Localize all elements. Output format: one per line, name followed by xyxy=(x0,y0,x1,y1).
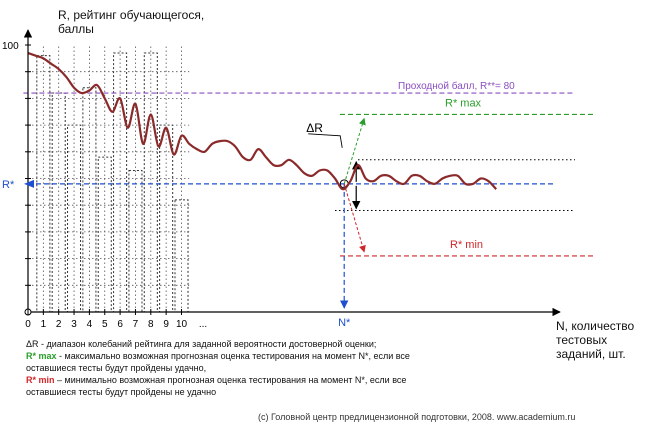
copyright: (c) Головной центр предлицензионной подг… xyxy=(258,412,576,422)
axes-layer xyxy=(23,29,561,317)
pass-score-label: Проходной балл, R**= 80 xyxy=(398,80,515,92)
x-tick-label: ... xyxy=(199,319,207,330)
y-axis-label: R, рейтинг обучающегося, баллы xyxy=(58,8,205,36)
n-star-label: N* xyxy=(338,317,351,329)
x-tick-label: 4 xyxy=(87,319,93,330)
delta-r-label: ΔR xyxy=(306,121,323,135)
reference-lines-layer xyxy=(23,92,595,309)
x-axis-label: N, количество тестовых заданий, шт. xyxy=(556,319,635,361)
grid-layer xyxy=(28,45,190,312)
note-min: R* min – минимально возможная прогнозная… xyxy=(26,374,446,398)
note-max-text: - максимально возможная прогнозная оценк… xyxy=(26,351,410,373)
x-tick-label: 1 xyxy=(41,319,47,330)
note-max: R* max - максимально возможная прогнозна… xyxy=(26,350,446,374)
bar xyxy=(82,87,97,313)
r-star-label: R* xyxy=(2,179,15,191)
x-tick-label: 5 xyxy=(102,319,108,330)
x-tick-label: 2 xyxy=(56,319,62,330)
y-tick-label: 100 xyxy=(2,41,19,52)
note-min-text: – минимально возможная прогнозная оценка… xyxy=(26,375,407,397)
x-tick-label: 0 xyxy=(25,319,31,330)
r-min-label: R* min xyxy=(450,239,483,251)
x-tick-label: 3 xyxy=(71,319,77,330)
note-delta-key: ΔR xyxy=(26,339,39,349)
bar xyxy=(174,199,189,313)
bars-layer xyxy=(36,52,189,313)
note-delta-text: - диапазон колебаний рейтинга для заданн… xyxy=(38,339,377,349)
x-tick-label: 8 xyxy=(148,319,154,330)
x-tick-label: 6 xyxy=(117,319,123,330)
r-max-label: R* max xyxy=(445,97,482,109)
note-delta: ΔR - диапазон колебаний рейтинга для зад… xyxy=(26,338,446,350)
bar xyxy=(36,55,51,313)
legend-notes: ΔR - диапазон колебаний рейтинга для зад… xyxy=(26,338,446,398)
r-star-marker xyxy=(24,179,34,188)
note-max-key: R* max xyxy=(26,351,57,361)
rating-curve xyxy=(27,51,497,191)
delta-pointer xyxy=(308,133,343,148)
x-tick-label: 10 xyxy=(176,319,188,330)
labels-layer: 100 0 1 2 3 4 5 6 7 8 9 10 ... Проходной балл, R**= 8… xyxy=(2,41,515,330)
note-min-key: R* min xyxy=(26,375,55,385)
r-max-arrow xyxy=(343,117,366,184)
r-min-arrow xyxy=(343,183,366,253)
x-tick-label: 9 xyxy=(163,319,169,330)
x-tick-label: 7 xyxy=(133,319,139,330)
